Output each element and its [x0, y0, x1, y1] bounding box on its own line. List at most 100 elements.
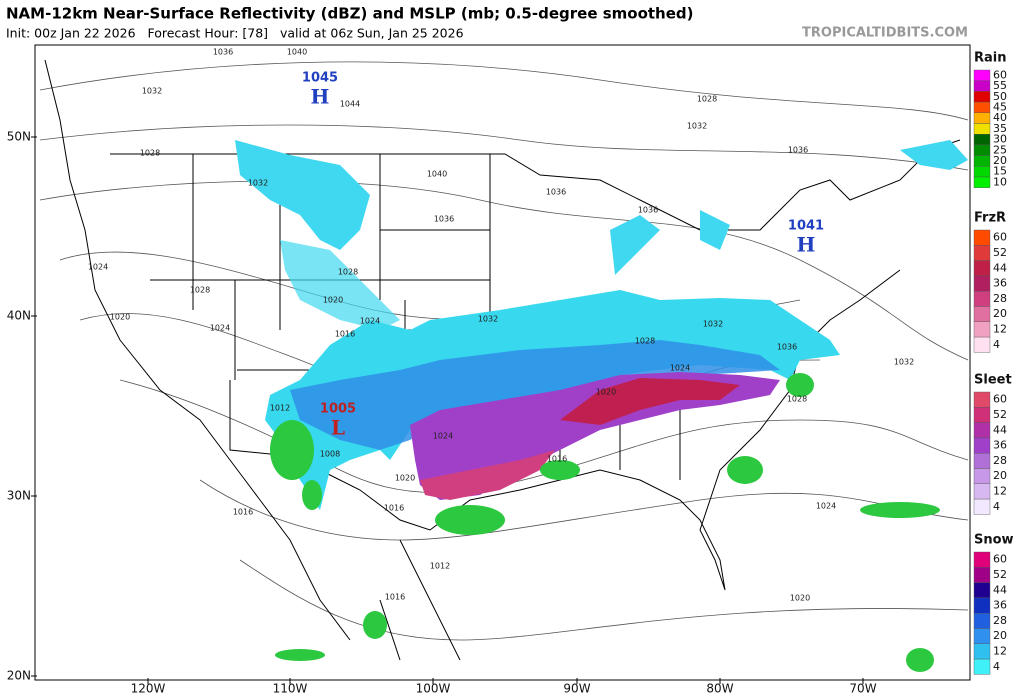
isobar-label: 1020: [110, 313, 130, 322]
isobar-label: 1020: [323, 296, 343, 305]
legend-swatch: [973, 123, 991, 135]
legend-swatch: [973, 91, 991, 103]
legend-swatch: [973, 391, 991, 408]
isobar-label: 1028: [338, 268, 358, 277]
isobar-label: 1036: [788, 146, 808, 155]
legend-swatch: [973, 658, 991, 675]
legend-swatch: [973, 291, 991, 307]
legend-swatch: [973, 101, 991, 113]
subtitle: Init: 00z Jan 22 2026 Forecast Hour: [78…: [6, 26, 464, 41]
legend-tick: 60: [993, 231, 1007, 244]
isobar-label: 1036: [777, 343, 797, 352]
legend-tick: 60: [993, 393, 1007, 406]
lat-label: 30N: [7, 489, 31, 503]
legend-swatch: [973, 567, 991, 583]
precipitation: [235, 140, 968, 672]
legend-tick: 25: [993, 143, 1007, 156]
lon-label: 70W: [849, 682, 876, 696]
legend-tick: 40: [993, 111, 1007, 124]
isobar-label: 1016: [233, 508, 253, 517]
map: [34, 44, 971, 681]
isobar-label: 1024: [88, 263, 108, 272]
legend-tick: 12: [993, 322, 1007, 335]
isobar-label: 1012: [270, 404, 290, 413]
lat-label: 40N: [7, 309, 31, 323]
legend-swatch: [973, 321, 991, 338]
legend-tick: 36: [993, 599, 1007, 612]
legend-title: Rain: [974, 51, 1007, 66]
legend-swatch: [973, 643, 991, 660]
lon-label: 120W: [131, 682, 166, 696]
legend-tick: 60: [993, 68, 1007, 81]
isobar-label: 1028: [635, 337, 655, 346]
legend-tick: 28: [993, 614, 1007, 627]
legend-tick: 10: [993, 175, 1007, 188]
isobar-label: 1028: [140, 149, 160, 158]
legend-tick: 44: [993, 423, 1007, 436]
legend-tick: 15: [993, 165, 1007, 178]
lon-label: 90W: [563, 682, 590, 696]
lon-label: 110W: [273, 682, 308, 696]
isobar-label: 1040: [287, 48, 307, 57]
pressure-letter: L: [331, 416, 345, 440]
legend-swatch: [973, 245, 991, 261]
legend-tick: 12: [993, 644, 1007, 657]
pressure-value: 1041: [788, 219, 824, 234]
lon-label: 100W: [416, 682, 451, 696]
legend-tick: 36: [993, 439, 1007, 452]
isobar-label: 1008: [320, 450, 340, 459]
legend-swatch: [973, 628, 991, 645]
legend-swatch: [973, 133, 991, 146]
legend-swatch: [973, 144, 991, 156]
isobar-label: 1036: [546, 188, 566, 197]
legend-tick: 30: [993, 133, 1007, 146]
legend-tick: 20: [993, 629, 1007, 642]
legend-swatch: [973, 437, 991, 454]
isobar-label: 1028: [697, 95, 717, 104]
isobar-label: 1012: [430, 562, 450, 571]
legend: Rain6055504540353025201510FrzR6052443628…: [973, 51, 1014, 675]
isobar-label: 1020: [395, 474, 415, 483]
legend-title: FrzR: [974, 211, 1006, 226]
isobar-label: 1024: [433, 432, 453, 441]
pressure-value: 1005: [320, 402, 356, 417]
legend-swatch: [973, 613, 991, 629]
isobar-label: 1016: [335, 330, 355, 339]
isobar-label: 1028: [787, 395, 807, 404]
isobar-label: 1032: [478, 315, 498, 324]
legend-tick: 28: [993, 454, 1007, 467]
isobar-label: 1036: [213, 48, 233, 57]
isobar-label: 1044: [340, 100, 360, 109]
legend-swatch: [973, 80, 991, 92]
legend-swatch: [973, 582, 991, 599]
isobar-label: 1032: [687, 122, 707, 131]
legend-tick: 4: [993, 338, 1000, 351]
legend-tick: 36: [993, 277, 1007, 290]
legend-swatch: [973, 468, 991, 485]
isobar-label: 1024: [210, 324, 230, 333]
isobar-label: 1028: [190, 286, 210, 295]
legend-swatch: [973, 166, 991, 178]
legend-tick: 60: [993, 553, 1007, 566]
legend-swatch: [973, 69, 991, 81]
legend-tick: 20: [993, 307, 1007, 320]
isobar-label: 1036: [434, 215, 454, 224]
legend-swatch: [973, 176, 991, 188]
legend-swatch: [973, 422, 991, 439]
isobar-label: 1020: [596, 388, 616, 397]
watermark: TROPICALTIDBITS.COM: [802, 26, 968, 41]
isobar-label: 1024: [670, 364, 690, 373]
pressure-value: 1045: [302, 71, 338, 86]
legend-tick: 45: [993, 100, 1007, 113]
legend-title: Sleet: [974, 373, 1012, 388]
legend-tick: 28: [993, 292, 1007, 305]
legend-tick: 52: [993, 408, 1007, 421]
title: NAM-12km Near-Surface Reflectivity (dBZ)…: [6, 5, 694, 23]
isobar-label: 1032: [142, 87, 162, 96]
lon-label: 80W: [706, 682, 733, 696]
legend-swatch: [973, 155, 991, 167]
isobar-label: 1020: [790, 594, 810, 603]
legend-swatch: [973, 336, 991, 353]
